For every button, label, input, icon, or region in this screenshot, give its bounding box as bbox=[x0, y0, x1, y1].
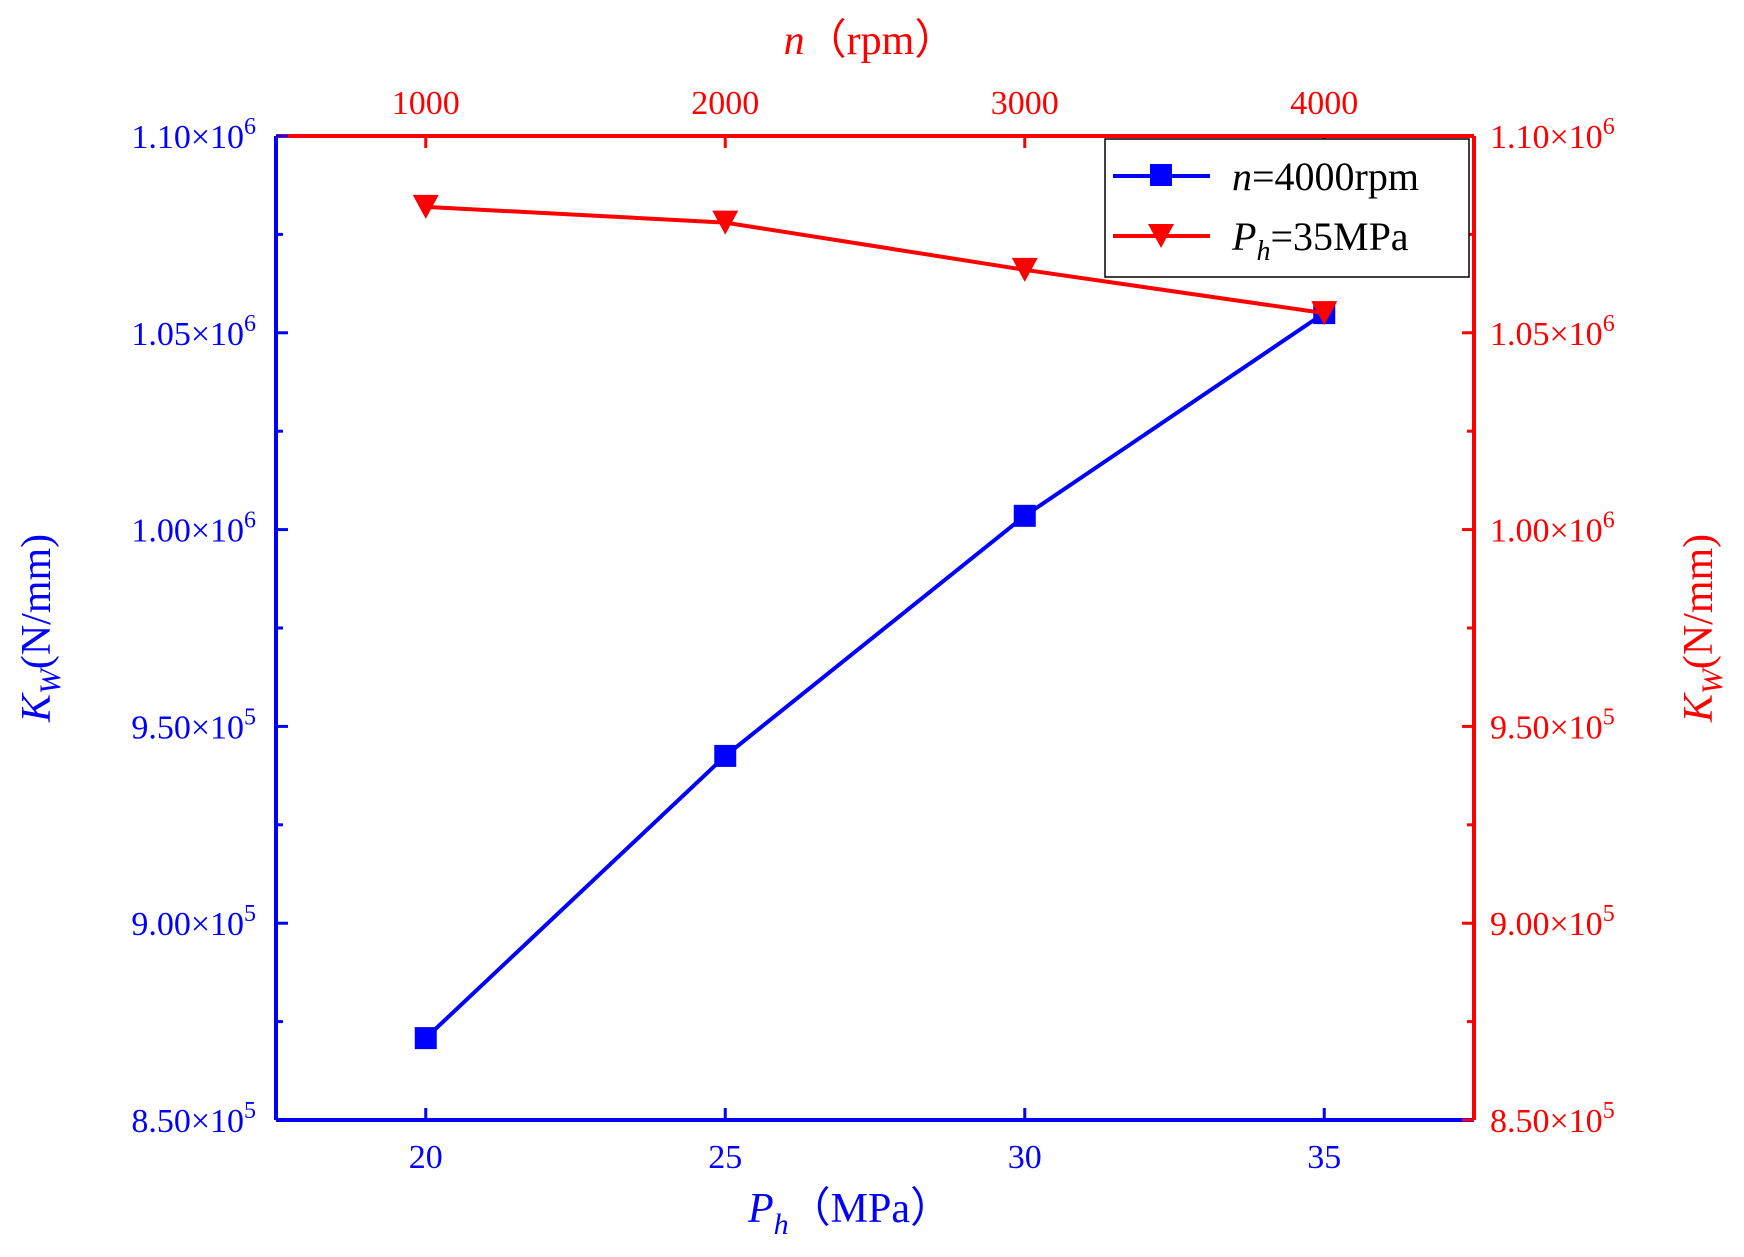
right-axis-title: KW(N/mm) bbox=[1676, 534, 1729, 723]
legend-marker-triangle-down bbox=[1148, 224, 1174, 248]
legend-label-series-1: n=4000rpm bbox=[1232, 154, 1419, 199]
left-tick-label: 1.00×106 bbox=[131, 508, 256, 550]
series-layer bbox=[412, 194, 1338, 1050]
series-line-1 bbox=[424, 311, 1326, 1040]
right-tick-label: 1.10×106 bbox=[1490, 114, 1615, 156]
data-point-triangle bbox=[412, 194, 439, 219]
bottom-tick-label: 30 bbox=[1008, 1139, 1042, 1176]
left-tick-label: 1.05×106 bbox=[131, 311, 256, 353]
top-axis-title: n（rpm） bbox=[784, 18, 957, 64]
legend-label-series-2: Ph=35MPa bbox=[1231, 214, 1409, 267]
left-tick-label: 8.50×105 bbox=[131, 1098, 256, 1140]
data-point-triangle bbox=[1011, 257, 1038, 282]
left-tick-label: 9.50×105 bbox=[131, 704, 256, 746]
data-point-square bbox=[1013, 504, 1036, 527]
data-point-square bbox=[414, 1027, 437, 1050]
legend-marker-square bbox=[1150, 164, 1172, 186]
data-point-triangle bbox=[1311, 301, 1338, 326]
top-tick-label: 4000 bbox=[1290, 85, 1358, 122]
top-tick-label: 3000 bbox=[991, 85, 1059, 122]
series-line-2 bbox=[425, 204, 1325, 316]
left-axis-title: KW(N/mm) bbox=[14, 534, 67, 723]
right-tick-label: 9.00×105 bbox=[1490, 901, 1615, 943]
bottom-tick-label: 20 bbox=[409, 1139, 443, 1176]
top-tick-label: 1000 bbox=[392, 85, 460, 122]
data-point-square bbox=[714, 744, 737, 767]
axis-ticks: 20 25 30 35 1000 2000 3000 4000 8.50×105 9.00×105… bbox=[131, 85, 1614, 1176]
right-tick-label: 9.50×105 bbox=[1490, 704, 1615, 746]
right-tick-label: 8.50×105 bbox=[1490, 1098, 1615, 1140]
right-tick-label: 1.05×106 bbox=[1490, 311, 1615, 353]
legend: n=4000rpm Ph=35MPa bbox=[1104, 138, 1470, 278]
legend-box bbox=[1104, 138, 1470, 278]
top-tick-label: 2000 bbox=[691, 85, 759, 122]
bottom-tick-label: 25 bbox=[708, 1139, 742, 1176]
right-tick-label: 1.00×106 bbox=[1490, 508, 1615, 550]
left-tick-label: 1.10×106 bbox=[131, 114, 256, 156]
bottom-axis-title: Ph（MPa） bbox=[747, 1186, 952, 1241]
bottom-tick-label: 35 bbox=[1307, 1139, 1341, 1176]
data-point-triangle bbox=[712, 210, 739, 235]
left-tick-label: 9.00×105 bbox=[131, 901, 256, 943]
